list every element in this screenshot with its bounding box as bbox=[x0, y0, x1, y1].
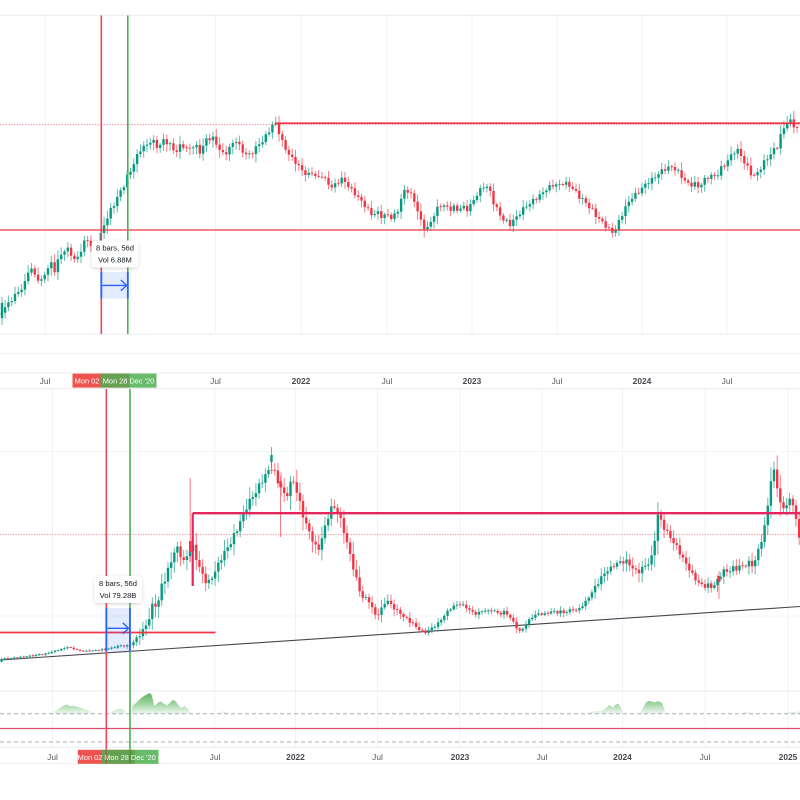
svg-text:2022: 2022 bbox=[286, 752, 305, 762]
svg-text:2022: 2022 bbox=[292, 376, 311, 386]
svg-text:2023: 2023 bbox=[451, 752, 470, 762]
svg-text:Jul: Jul bbox=[372, 752, 383, 762]
svg-text:Jul: Jul bbox=[210, 752, 221, 762]
svg-text:Jul: Jul bbox=[552, 376, 563, 386]
svg-text:Jul: Jul bbox=[210, 376, 221, 386]
svg-text:Jul: Jul bbox=[47, 752, 58, 762]
svg-text:Mon 02: Mon 02 bbox=[75, 377, 100, 386]
svg-text:2024: 2024 bbox=[633, 376, 652, 386]
svg-text:Mon 28 Dec '20: Mon 28 Dec '20 bbox=[103, 377, 155, 386]
svg-text:Vol 6.88M: Vol 6.88M bbox=[98, 256, 132, 265]
svg-text:Jul: Jul bbox=[700, 752, 711, 762]
svg-text:2025: 2025 bbox=[779, 752, 798, 762]
svg-text:Jul: Jul bbox=[40, 376, 51, 386]
svg-text:Jul: Jul bbox=[722, 376, 733, 386]
svg-text:Mon 02: Mon 02 bbox=[78, 753, 103, 762]
svg-text:Jul: Jul bbox=[382, 376, 393, 386]
svg-text:Jul: Jul bbox=[537, 752, 548, 762]
svg-text:8 bars, 56d: 8 bars, 56d bbox=[99, 579, 137, 588]
svg-text:2023: 2023 bbox=[463, 376, 482, 386]
svg-text:8 bars, 56d: 8 bars, 56d bbox=[96, 244, 134, 253]
svg-text:2024: 2024 bbox=[613, 752, 632, 762]
svg-text:Vol 79.28B: Vol 79.28B bbox=[100, 591, 137, 600]
